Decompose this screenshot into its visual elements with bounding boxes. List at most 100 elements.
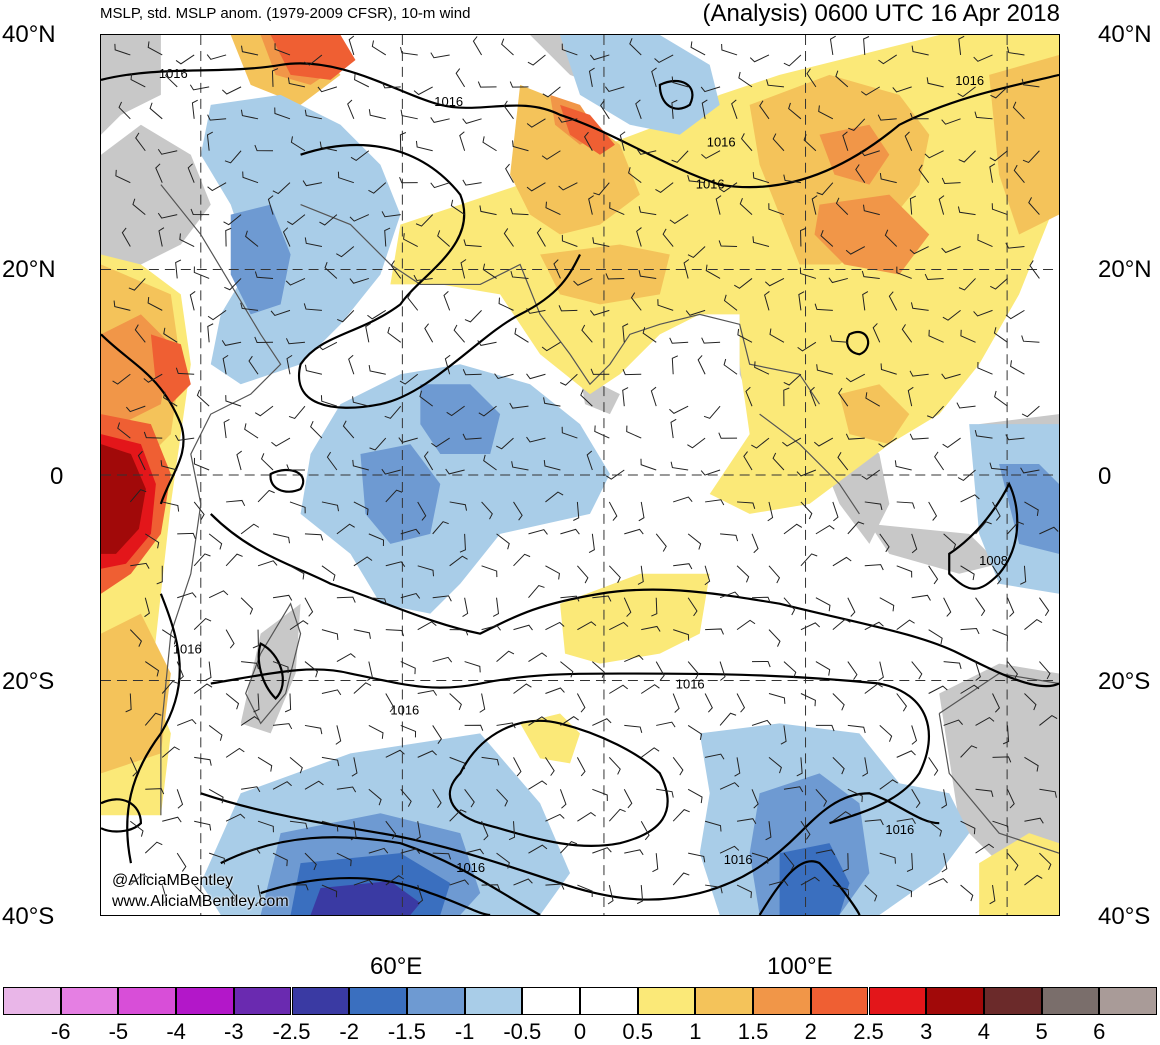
wind-barb <box>208 590 229 599</box>
colorbar-swatch <box>695 987 754 1015</box>
wind-barb <box>911 725 918 745</box>
wind-barb <box>400 528 421 535</box>
wind-barb <box>321 565 336 581</box>
wind-barb <box>350 821 357 841</box>
wind-barb <box>528 844 548 854</box>
wind-barb <box>559 789 567 809</box>
wind-barb <box>545 621 565 631</box>
wind-barb <box>956 402 976 409</box>
colorbar-swatch <box>291 987 350 1015</box>
wind-barb <box>400 848 421 854</box>
wind-barb <box>193 501 205 520</box>
wind-barb <box>960 628 980 635</box>
wind-barb <box>816 182 834 196</box>
wind-barb <box>443 291 451 311</box>
wind-barb <box>193 884 207 903</box>
wind-barb <box>751 789 759 809</box>
wind-barb <box>144 597 150 618</box>
colorbar-label: -2.5 <box>272 1019 311 1044</box>
wind-barb <box>225 884 237 903</box>
wind-barb <box>960 684 980 694</box>
wind-barb <box>958 150 976 163</box>
lat-label-eq-right: 0 <box>1098 463 1112 490</box>
wind-barb <box>417 621 437 631</box>
wind-barb <box>336 653 356 663</box>
wind-barb <box>208 725 223 741</box>
wind-barb <box>832 884 850 896</box>
lat-label-40s-right: 40°S <box>1098 903 1151 930</box>
wind-barb <box>399 373 419 385</box>
wind-barb <box>832 501 839 522</box>
wind-barb <box>942 309 961 321</box>
wind-barb <box>135 132 146 152</box>
wind-barb <box>736 818 757 825</box>
wind-barb <box>960 329 976 343</box>
colorbar-swatch <box>1041 987 1100 1015</box>
wind-barb <box>114 43 131 56</box>
wind-barb <box>245 230 259 247</box>
wind-barb <box>368 182 387 194</box>
wind-barb <box>896 266 912 279</box>
wind-barb <box>240 848 261 854</box>
wind-barb <box>324 262 338 279</box>
wind-barb <box>736 619 756 631</box>
colorbar-label: -1 <box>454 1019 475 1044</box>
anomaly-dark-blue-areas <box>310 881 421 915</box>
wind-barb <box>285 338 305 345</box>
wind-barb <box>400 788 412 807</box>
wind-barb <box>880 363 897 375</box>
wind-barb <box>558 182 578 191</box>
isobars <box>101 62 1059 915</box>
contour-label: 1016 <box>707 135 736 150</box>
wind-barb <box>353 682 372 694</box>
wind-barb <box>225 693 240 710</box>
contour-label: 1016 <box>696 177 725 192</box>
wind-barb <box>1006 46 1025 56</box>
wind-barb <box>450 199 465 216</box>
wind-barb <box>992 756 1012 763</box>
wind-barb <box>462 179 482 186</box>
contour-label: 1016 <box>390 702 419 717</box>
wind-barb <box>739 198 753 215</box>
wind-barb <box>165 70 178 88</box>
wind-barb <box>453 324 465 343</box>
wind-barb <box>892 86 912 93</box>
wind-barb <box>417 689 438 696</box>
wind-barb <box>803 134 817 152</box>
wind-barb <box>989 150 1008 162</box>
wind-barb <box>526 182 546 192</box>
wind-barb <box>175 54 195 65</box>
wind-barb <box>624 724 643 733</box>
wind-barb <box>337 171 355 184</box>
wind-barb <box>446 405 465 417</box>
wind-barb <box>319 141 337 152</box>
wind-barb <box>321 629 339 640</box>
wind-barb <box>130 73 146 88</box>
colorbar-label: 5 <box>1035 1019 1048 1044</box>
wind-barb <box>496 722 516 729</box>
wind-barb <box>289 820 308 830</box>
wind-barb <box>289 501 306 514</box>
wind-barb <box>806 68 817 88</box>
wind-barb <box>705 499 725 506</box>
wind-barb <box>147 41 163 56</box>
wind-barb <box>975 716 995 726</box>
wind-barb <box>609 684 629 694</box>
contour-label: 1016 <box>456 860 485 875</box>
wind-barb <box>687 246 706 258</box>
wind-barb <box>415 214 434 227</box>
wind-barb <box>723 294 738 311</box>
wind-barb <box>449 809 467 822</box>
wind-barb <box>321 884 338 898</box>
wind-barb <box>635 99 642 119</box>
wind-barb <box>423 451 434 471</box>
wind-barb <box>303 303 322 311</box>
colorbar-label: 1 <box>689 1019 702 1044</box>
wind-barb <box>224 150 242 164</box>
wind-barb <box>910 113 929 120</box>
wind-barb <box>673 629 690 641</box>
wind-barb <box>992 820 1009 833</box>
wind-barb <box>906 853 914 872</box>
wind-barb <box>588 195 594 215</box>
wind-barb <box>941 246 961 254</box>
